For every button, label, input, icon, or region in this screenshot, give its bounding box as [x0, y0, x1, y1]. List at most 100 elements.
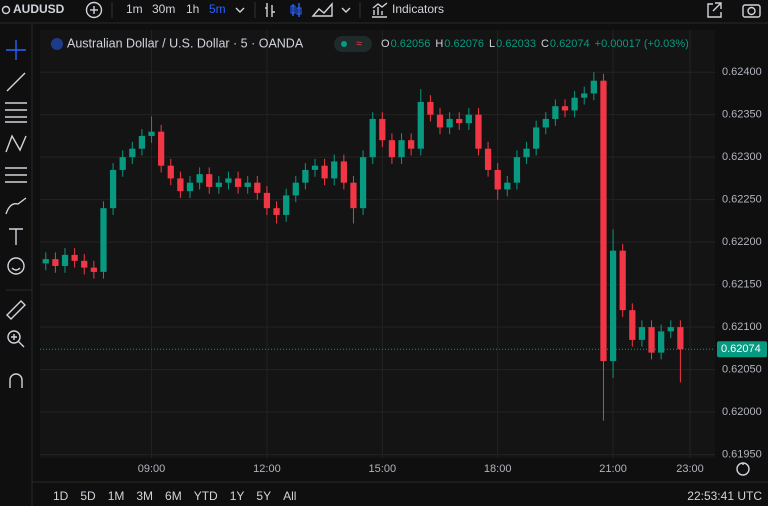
chart-area [40, 30, 715, 458]
candle-body [398, 140, 405, 158]
candle-body [359, 157, 367, 209]
candle-body [100, 208, 107, 272]
range-button[interactable]: 1Y [230, 489, 245, 503]
candle-body [196, 174, 203, 183]
candle-body [90, 267, 97, 272]
candle-body [629, 310, 636, 340]
last-price-tag [717, 341, 767, 358]
candle-body [206, 174, 213, 187]
text-tool[interactable] [9, 228, 23, 245]
ohlc-key: L [489, 38, 495, 50]
candle-body [571, 97, 578, 111]
candle-body [42, 259, 49, 264]
range-button[interactable]: 3M [136, 489, 153, 503]
candle-body [658, 331, 665, 353]
x-tick-label: 21:00 [599, 463, 627, 475]
candle-body [167, 165, 174, 179]
ruler-tool[interactable] [6, 300, 26, 320]
candle-body [311, 165, 319, 170]
x-tick-label: 15:00 [369, 463, 397, 475]
interval-active[interactable]: 5m [209, 2, 226, 16]
dropdown[interactable] [341, 7, 351, 13]
interval[interactable]: 1h [186, 2, 199, 16]
fib-tool[interactable] [5, 102, 27, 123]
interval[interactable]: 30m [152, 2, 175, 16]
candle-body [552, 106, 559, 119]
y-tick-label: 0.62000 [722, 406, 762, 418]
crosshair-tool[interactable] [6, 40, 26, 60]
ohlc-key: O [381, 38, 390, 50]
candle-body [186, 182, 194, 192]
range-button[interactable]: 1M [108, 489, 125, 503]
area-style[interactable] [311, 2, 333, 17]
candle-body [609, 250, 617, 362]
ohlc-value: 0.62033 [496, 38, 536, 50]
candle-body [475, 114, 482, 149]
candle-body [427, 101, 434, 115]
candle-body [61, 254, 69, 266]
change: +0.00017 (+0.03%) [595, 38, 689, 50]
market-status [341, 41, 347, 47]
candle-body [590, 80, 597, 94]
candle-body [523, 148, 530, 158]
brush-tool[interactable] [5, 197, 27, 215]
indicators-button[interactable]: Indicators [392, 2, 444, 16]
candle-body [379, 118, 386, 141]
zoom-tool[interactable] [7, 330, 25, 348]
candle-body [600, 80, 607, 362]
range-button[interactable]: 1D [53, 489, 69, 503]
candle-body [71, 254, 78, 261]
ohlc-value: 0.62074 [550, 38, 590, 50]
candle-body [340, 161, 347, 183]
dropdown[interactable] [235, 7, 245, 13]
candle-body [81, 260, 88, 268]
x-tick-label: 12:00 [253, 463, 281, 475]
candle-body [446, 118, 453, 128]
y-tick-label: 0.62350 [722, 109, 762, 121]
candle-body [321, 165, 328, 179]
candle-body [667, 327, 674, 332]
range-button[interactable]: 5Y [256, 489, 271, 503]
indicators-icon[interactable] [372, 2, 388, 18]
range-button[interactable]: All [283, 489, 296, 503]
range-button[interactable]: 6M [165, 489, 182, 503]
search-icon[interactable] [1, 5, 11, 15]
last-price-label: 0.62074 [721, 343, 761, 355]
y-tick-label: 0.62400 [722, 66, 762, 78]
candle-body [581, 93, 588, 98]
candle-body [504, 182, 511, 190]
candle-body [138, 135, 146, 149]
status-pill [334, 36, 372, 52]
candle-body [619, 250, 626, 311]
candle-body [302, 169, 309, 183]
symbol[interactable]: AUDUSD [13, 2, 65, 16]
projection-tool[interactable] [5, 167, 27, 183]
clock: 22:53:41 UTC [687, 489, 762, 503]
candle-body [273, 208, 280, 215]
candle-body [109, 169, 117, 209]
range-button[interactable]: YTD [194, 489, 218, 503]
fullscreen[interactable] [707, 2, 722, 18]
trendline-tool[interactable] [6, 72, 26, 92]
add-symbol[interactable] [85, 1, 103, 19]
candle-body [465, 114, 472, 124]
candle-body [350, 182, 357, 209]
pattern-tool[interactable] [5, 134, 27, 153]
candle-body [638, 327, 646, 340]
y-tick-label: 0.62200 [722, 236, 762, 248]
x-tick-label: 23:00 [676, 463, 704, 475]
screenshot[interactable] [742, 4, 761, 18]
settings[interactable] [736, 462, 750, 476]
candle-body [533, 127, 540, 149]
bar-style[interactable] [265, 3, 275, 17]
candle-body [177, 178, 184, 192]
candle-body [234, 178, 242, 187]
candle-body [331, 161, 338, 179]
candle-body [254, 182, 261, 193]
range-button[interactable]: 5D [80, 489, 96, 503]
interval[interactable]: 1m [126, 2, 143, 16]
range-bar: 1D 5D 1M 3M 6M YTD 1Y 5Y All [53, 489, 296, 503]
emoji-tool[interactable] [7, 257, 25, 275]
magnet-tool[interactable] [9, 373, 23, 388]
